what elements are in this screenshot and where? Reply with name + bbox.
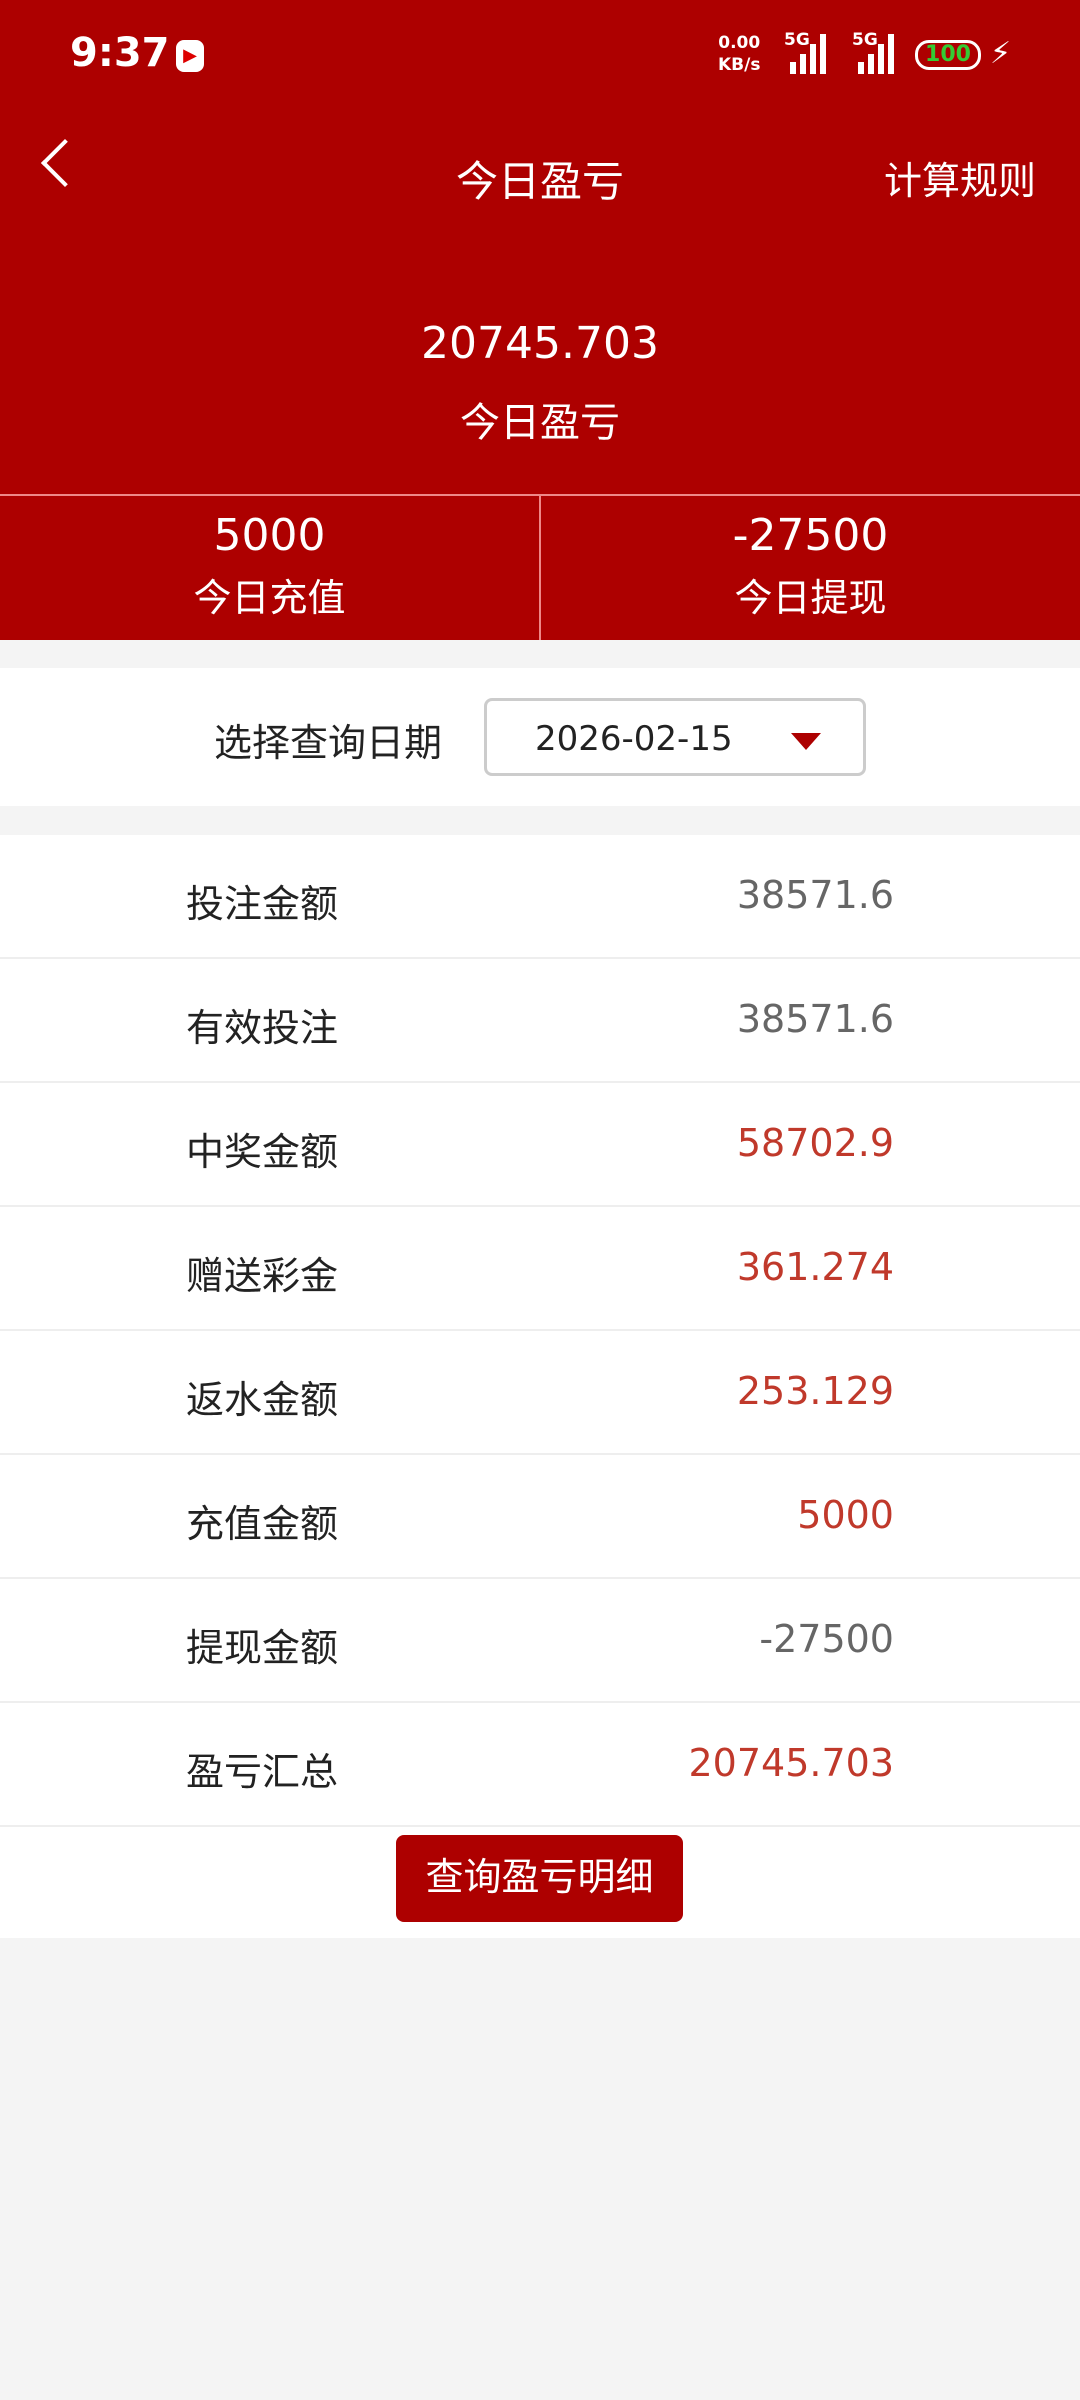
item-label: 赠送彩金: [186, 1254, 339, 1298]
item-label: 有效投注: [186, 1006, 339, 1050]
summary-stats: 5000 今日充值 -27500 今日提现: [0, 494, 1080, 640]
list-item: 有效投注 38571.6: [0, 959, 1080, 1083]
item-value: -27500: [759, 1617, 894, 1661]
withdraw-stat: -27500 今日提现: [732, 510, 889, 620]
item-label: 中奖金额: [186, 1130, 339, 1174]
charging-icon: ⚡: [990, 36, 1012, 71]
caret-down-icon: [791, 733, 821, 750]
item-label: 提现金额: [186, 1626, 339, 1670]
status-bar: 9:37 ▶ 0.00 KB/s 5G 5G 100 ⚡: [0, 0, 1080, 110]
total-profit-label: 今日盈亏: [460, 400, 620, 446]
date-filter: 选择查询日期 2026-02-15: [0, 668, 1080, 806]
list-item: 提现金额 -27500: [0, 1579, 1080, 1703]
list-item: 赠送彩金 361.274: [0, 1207, 1080, 1331]
page-title: 今日盈亏: [455, 157, 624, 206]
item-value: 5000: [797, 1493, 894, 1537]
item-value: 58702.9: [736, 1121, 894, 1165]
list-item: 充值金额 5000: [0, 1455, 1080, 1579]
signal-icon: 5G: [852, 30, 894, 74]
battery-icon: 100: [915, 40, 981, 70]
item-label: 充值金额: [186, 1502, 339, 1546]
item-value: 38571.6: [736, 873, 894, 917]
recharge-stat: 5000 今日充值: [0, 496, 541, 640]
list-item: 盈亏汇总 20745.703: [0, 1703, 1080, 1827]
item-label: 投注金额: [186, 882, 339, 926]
profit-list: 投注金额 38571.6 有效投注 38571.6 中奖金额 58702.9 赠送彩金 361…: [0, 835, 1080, 1938]
calculation-rules-button[interactable]: 计算规则: [883, 159, 1036, 203]
header: 9:37 ▶ 0.00 KB/s 5G 5G 100 ⚡ 今日盈亏 计算规则 20…: [0, 0, 1080, 640]
clock: 9:37: [70, 30, 170, 76]
item-value: 361.274: [736, 1245, 894, 1289]
list-item: 投注金额 38571.6: [0, 835, 1080, 959]
date-label: 选择查询日期: [214, 721, 443, 765]
item-value: 253.129: [736, 1369, 894, 1413]
item-label: 盈亏汇总: [186, 1750, 339, 1794]
query-detail-button[interactable]: 查询盈亏明细: [396, 1835, 683, 1922]
item-value: 20745.703: [688, 1741, 895, 1785]
item-value: 38571.6: [736, 997, 894, 1041]
network-speed: 0.00 KB/s: [718, 33, 761, 75]
list-item: 返水金额 253.129: [0, 1331, 1080, 1455]
list-item: 中奖金额 58702.9: [0, 1083, 1080, 1207]
app-notification-icon: ▶: [176, 40, 204, 72]
date-select[interactable]: 2026-02-15: [484, 698, 866, 776]
item-label: 返水金额: [186, 1378, 339, 1422]
signal-icon: 5G: [784, 30, 826, 74]
total-profit-value: 20745.703: [421, 318, 659, 369]
